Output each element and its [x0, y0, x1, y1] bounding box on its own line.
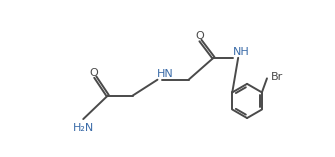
Text: O: O	[89, 68, 98, 78]
Text: H₂N: H₂N	[73, 123, 94, 133]
Text: Br: Br	[271, 72, 283, 82]
Text: HN: HN	[157, 69, 174, 79]
Text: O: O	[195, 31, 204, 41]
Text: NH: NH	[233, 47, 250, 57]
